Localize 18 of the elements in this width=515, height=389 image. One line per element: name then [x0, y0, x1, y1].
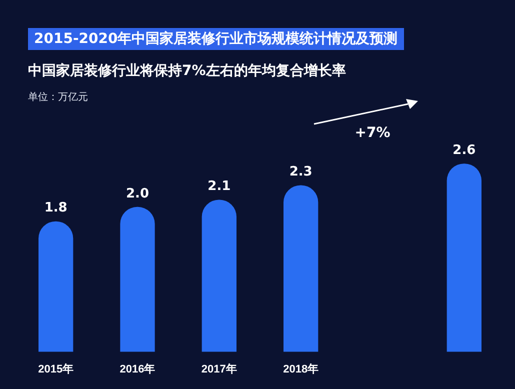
bar — [446, 164, 482, 352]
data-label: 1.8 — [44, 200, 68, 216]
data-label: 2.3 — [289, 164, 312, 180]
x-tick-label: 2018年 — [283, 362, 319, 376]
data-label: 2.1 — [208, 179, 231, 194]
x-tick-label: 2017年 — [201, 362, 237, 376]
x-tick-label: 2016年 — [120, 362, 156, 376]
data-label: 2.0 — [126, 186, 150, 202]
chart-subtitle: 中国家居装修行业将保持7%左右的年均复合增长率 — [28, 62, 346, 80]
text: 单位：万亿元 — [28, 90, 88, 104]
x-tick-label: 2015年 — [38, 362, 74, 376]
bar — [284, 185, 318, 352]
data-label: 2.6 — [452, 142, 476, 158]
bar — [120, 206, 155, 352]
bar — [202, 200, 236, 352]
bar — [38, 221, 74, 352]
chart-title: 2015-2020年中国家居装修行业市场规模统计情况及预测 — [28, 28, 404, 50]
text: +7% — [354, 125, 390, 141]
